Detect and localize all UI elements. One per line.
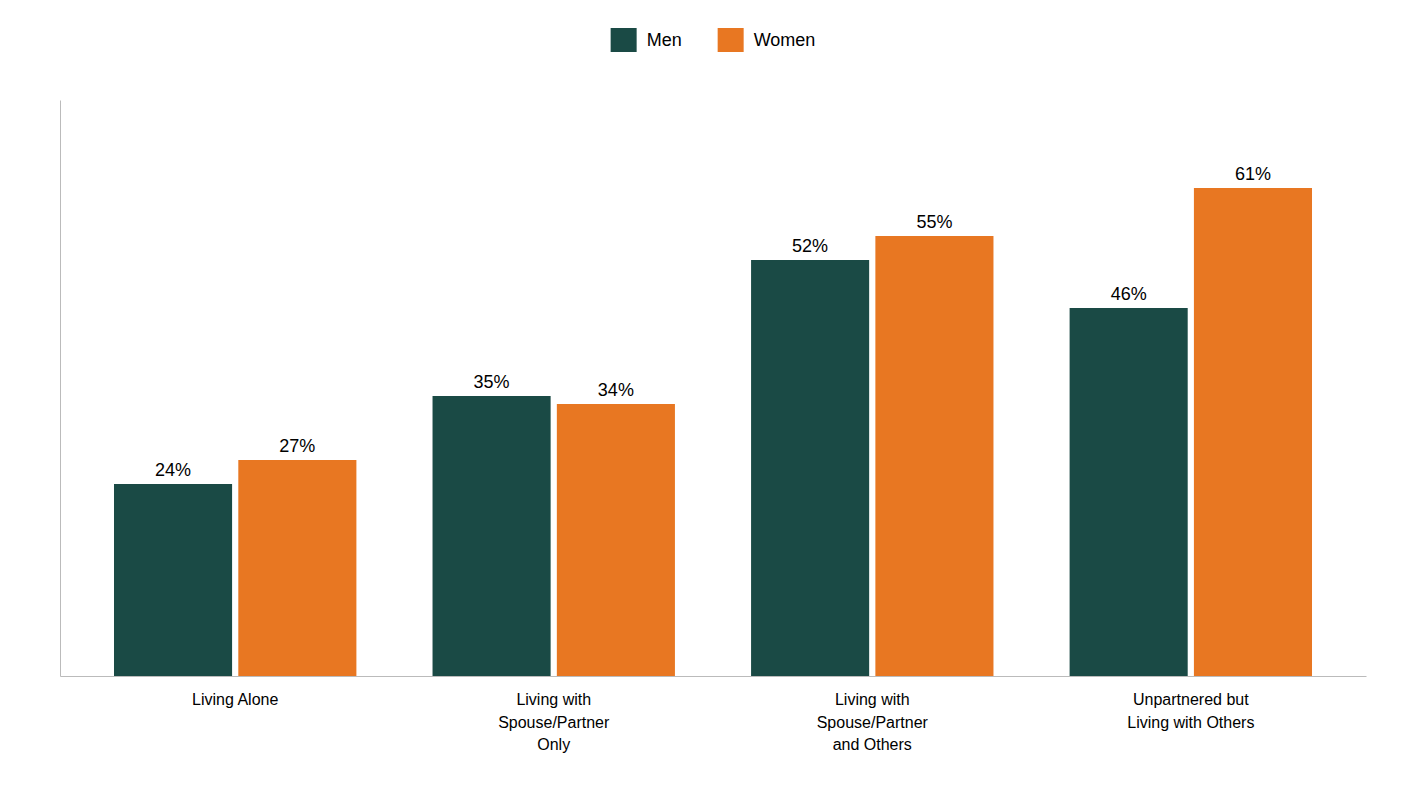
x-tick-label: Living with Spouse/Partner and Others	[817, 691, 929, 753]
x-tick-label-line: Spouse/Partner	[817, 714, 929, 731]
data-labels: 24% 35% 52% 46% 27% 34% 55% 61%	[155, 164, 1271, 480]
data-label: 27%	[279, 436, 315, 456]
bars	[114, 188, 1312, 676]
bar	[557, 404, 675, 676]
x-tick: Unpartnered but Living with Others	[1127, 691, 1254, 730]
x-tick-label-line: Living Alone	[192, 691, 278, 708]
bar	[751, 260, 869, 676]
x-tick: Living with Spouse/Partner and Others	[817, 691, 929, 753]
x-tick-label: Unpartnered but Living with Others	[1127, 691, 1254, 730]
legend-item: Women	[718, 28, 816, 52]
plot: 24%35%52%46%27%34%55%61%Living AloneLivi…	[61, 101, 1367, 754]
x-tick-label-line: and Others	[833, 736, 912, 753]
bar	[1194, 188, 1312, 676]
chart: 24%35%52%46%27%34%55%61%Living AloneLivi…	[0, 0, 1406, 806]
series-bars	[238, 188, 1312, 676]
bar	[114, 484, 232, 676]
bar	[875, 236, 993, 676]
legend-label: Women	[754, 30, 816, 50]
x-tick: Living Alone	[192, 691, 278, 708]
data-label: 46%	[1111, 284, 1147, 304]
x-tick-label-line: Only	[537, 736, 570, 753]
legend-swatch	[718, 28, 744, 52]
x-tick-label-line: Living with	[835, 691, 910, 708]
data-label: 52%	[792, 236, 828, 256]
data-label: 55%	[916, 212, 952, 232]
legend-item: Men	[611, 28, 682, 52]
x-axis: Living Alone Living with Spouse/Partner Onl…	[61, 677, 1367, 754]
x-axis-line	[61, 676, 1367, 677]
x-tick-label: Living Alone	[192, 691, 278, 708]
y-axis-line	[60, 101, 61, 677]
bar	[433, 396, 551, 676]
x-tick-label: Living with Spouse/Partner Only	[498, 691, 610, 753]
bar	[1070, 308, 1188, 676]
x-tick-label-line: Living with	[516, 691, 591, 708]
legend-swatch	[611, 28, 637, 52]
bar	[238, 460, 356, 676]
data-label: 61%	[1235, 164, 1271, 184]
legend: Men Women	[611, 28, 816, 52]
data-label: 34%	[598, 380, 634, 400]
x-tick-label-line: Living with Others	[1127, 714, 1254, 731]
x-tick-label-line: Spouse/Partner	[498, 714, 610, 731]
data-label: 24%	[155, 460, 191, 480]
x-tick-label-line: Unpartnered but	[1133, 691, 1249, 708]
series-bars	[114, 260, 1188, 676]
data-label: 35%	[474, 372, 510, 392]
legend-label: Men	[647, 30, 682, 50]
y-axis	[60, 101, 61, 677]
x-tick: Living with Spouse/Partner Only	[498, 691, 610, 753]
